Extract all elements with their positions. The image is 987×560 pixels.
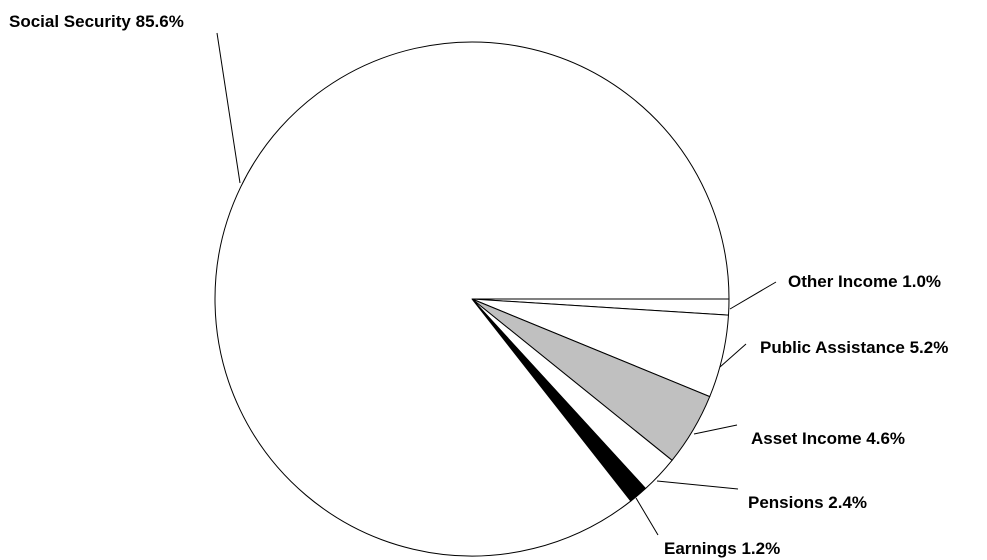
label-social-security: Social Security 85.6% [9,12,184,31]
pie-slices [214,41,730,557]
slice-labels: Other Income 1.0% Public Assistance 5.2% A… [9,12,948,558]
label-pensions: Pensions 2.4% [748,493,867,512]
label-earnings: Earnings 1.2% [664,539,780,558]
label-other-income: Other Income 1.0% [788,272,941,291]
leader-line-earnings [635,497,659,536]
leader-line-pensions [656,480,739,490]
slice-social-security [214,41,730,557]
label-public-assistance: Public Assistance 5.2% [760,338,948,357]
leader-lines [216,32,777,536]
leader-line-asset-income [693,424,738,435]
leader-line-other-income [729,281,777,310]
leader-line-public-assistance [719,343,747,368]
label-asset-income: Asset Income 4.6% [751,429,905,448]
leader-line-social-security [216,32,241,184]
